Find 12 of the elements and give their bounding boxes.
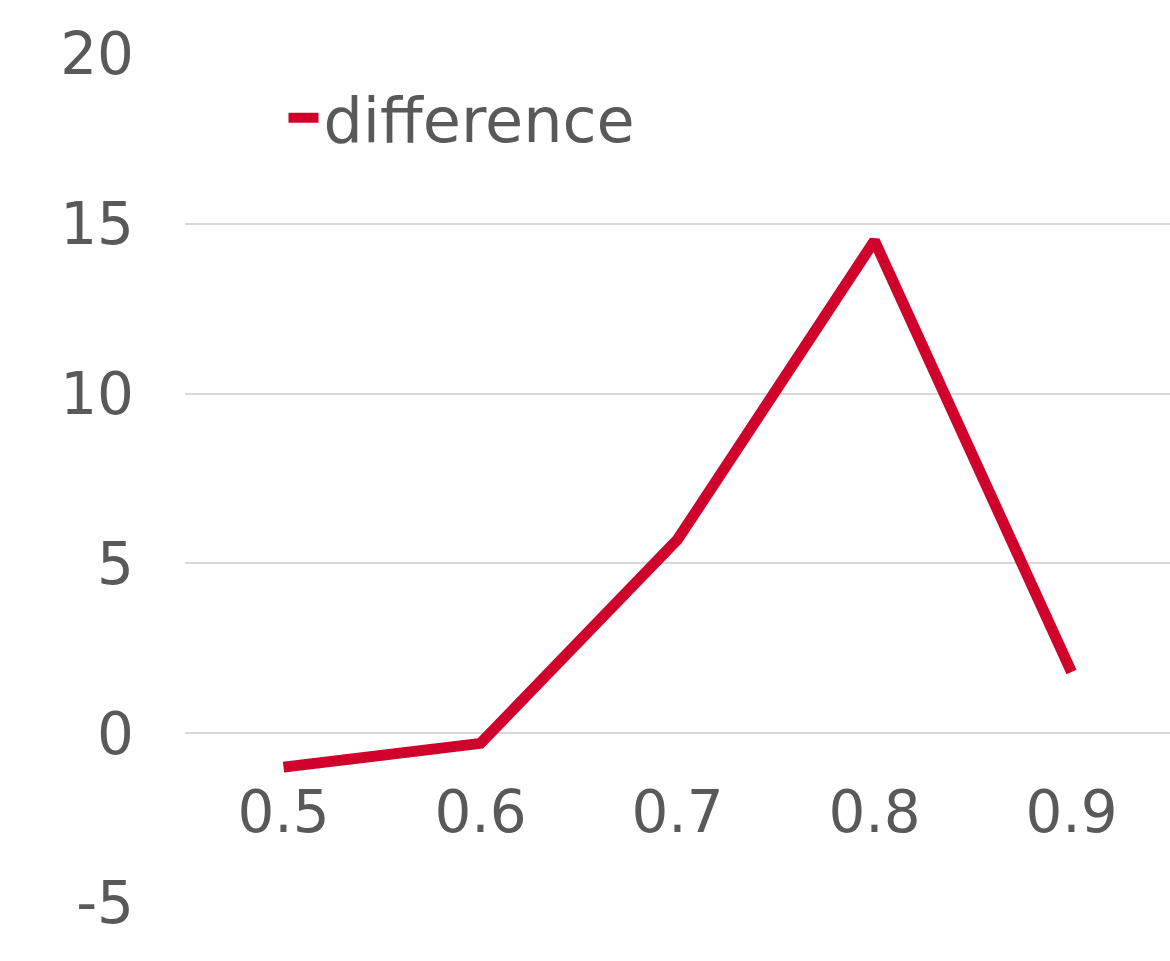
- y-tick-label: 0: [97, 699, 134, 768]
- y-tick-label: 20: [60, 20, 134, 89]
- x-tick-label: 0.8: [828, 778, 921, 847]
- x-tick-label: 0.5: [237, 778, 330, 847]
- y-tick-label: 5: [97, 529, 134, 598]
- y-tick-label: 15: [60, 190, 134, 259]
- x-tick-label: 0.9: [1025, 778, 1118, 847]
- x-tick-label: 0.6: [434, 778, 527, 847]
- x-tick-label: 0.7: [631, 778, 724, 847]
- y-tick-label: -5: [76, 869, 134, 938]
- y-tick-label: 10: [60, 359, 134, 428]
- legend-label: difference: [323, 83, 635, 157]
